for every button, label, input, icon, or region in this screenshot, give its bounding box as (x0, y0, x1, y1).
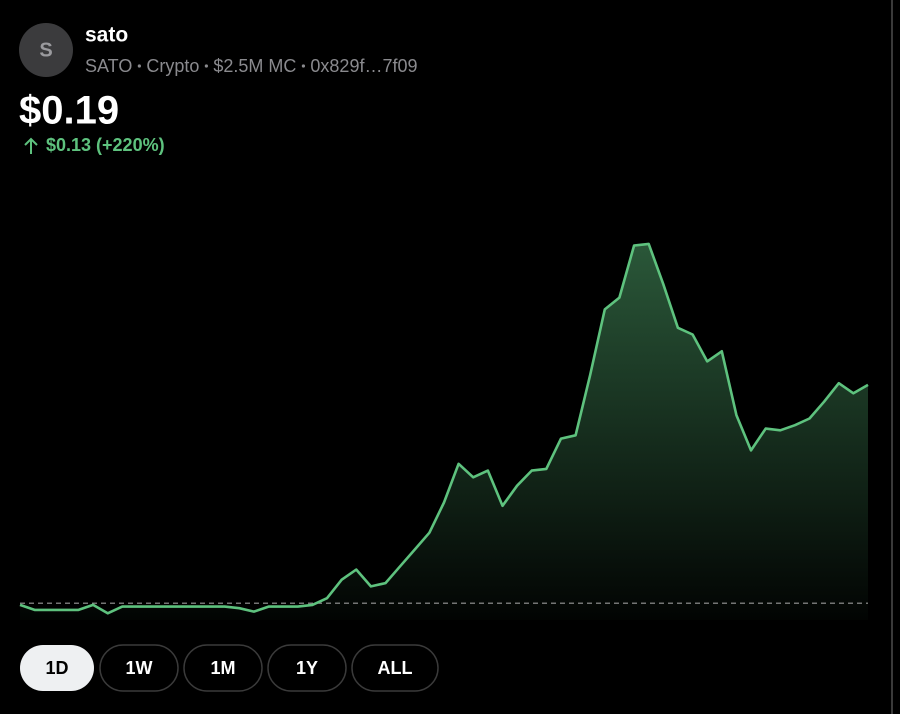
chart (19, 242, 869, 620)
price-change: $0.13 (+220%) (46, 135, 165, 155)
meta-item: 0x829f…7f09 (310, 56, 417, 76)
token-meta: SATO Crypto $2.5M MC 0x829f…7f09 (85, 56, 417, 76)
meta-item: Crypto (146, 56, 199, 76)
range-button[interactable] (351, 644, 439, 692)
area-fill (20, 243, 868, 620)
price-line (19, 242, 869, 615)
range-button[interactable] (183, 644, 263, 692)
meta-item: $2.5M MC (213, 56, 296, 76)
separator-dot (204, 64, 208, 68)
range-selector: 1D 1W 1M 1Y ALL (20, 644, 439, 692)
price: $0.19 (19, 89, 119, 133)
range-button[interactable] (99, 644, 179, 692)
range-label[interactable]: 1D (45, 658, 68, 678)
token-name: sato (85, 24, 128, 47)
range-button[interactable] (20, 645, 94, 691)
up-arrow (24, 137, 38, 154)
range-button[interactable] (267, 644, 347, 692)
avatar-letter: S (39, 39, 52, 61)
range-label[interactable]: 1Y (296, 658, 318, 678)
range-label[interactable]: 1M (210, 658, 235, 678)
separator-dot (301, 64, 306, 68)
avatar (19, 23, 73, 77)
separator-dot (137, 64, 141, 68)
meta-item: SATO (85, 56, 132, 76)
range-label[interactable]: 1W (126, 658, 153, 678)
range-label[interactable]: ALL (378, 658, 413, 678)
